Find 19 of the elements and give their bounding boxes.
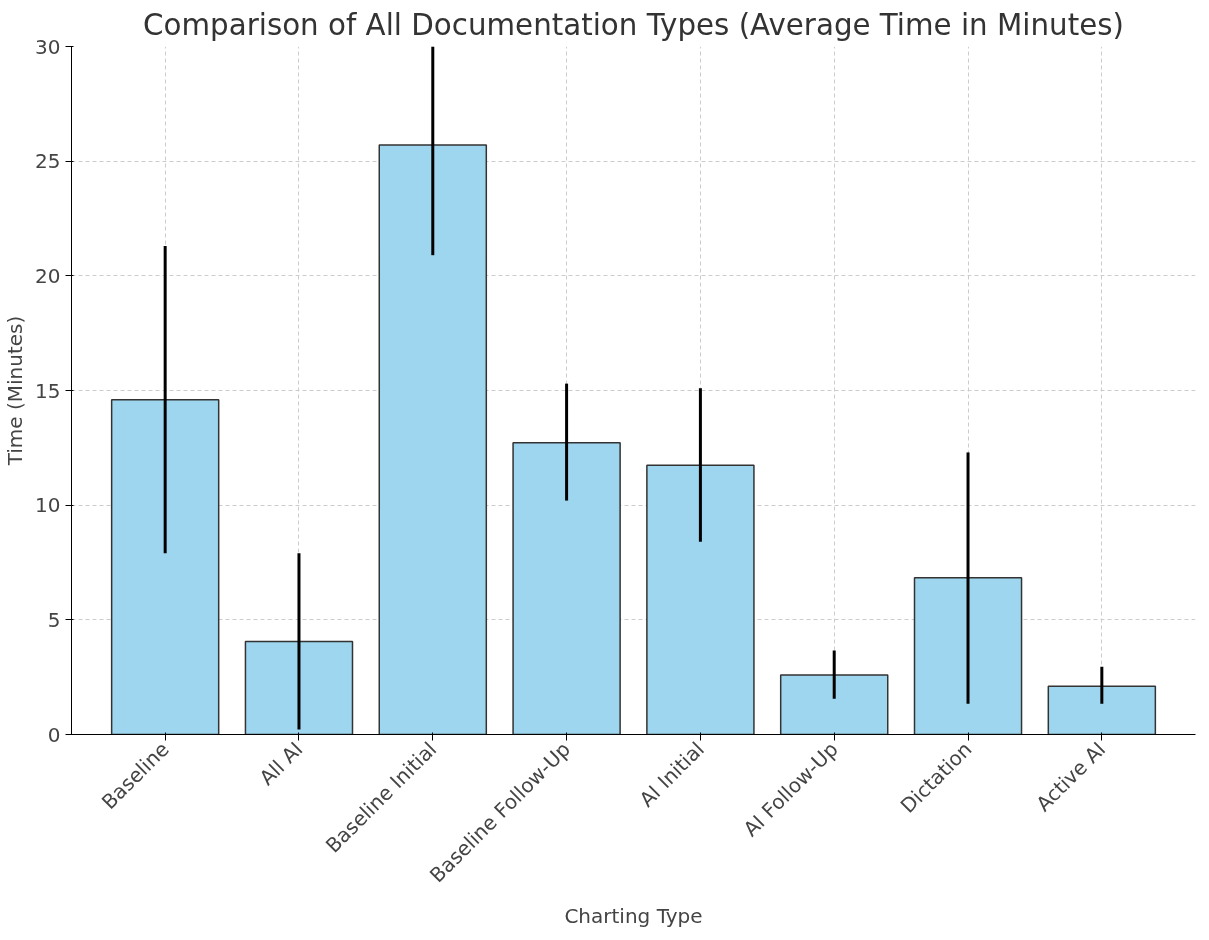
x-tick-label: All AI (254, 737, 308, 790)
y-tick-label: 30 (35, 34, 61, 59)
y-tick-label: 10 (35, 493, 61, 518)
bar (1047, 685, 1157, 735)
y-tick-label: 0 (47, 722, 61, 747)
y-tick-label: 25 (35, 149, 61, 174)
x-axis-title: Charting Type (564, 903, 703, 928)
y-tick-label: 15 (35, 378, 61, 403)
chart-title: Comparison of All Documentation Types (Average Time in Minutes) (143, 7, 1124, 42)
y-tick-label: 5 (47, 607, 61, 632)
bar (646, 464, 755, 735)
bar (512, 442, 621, 735)
bar (244, 640, 354, 735)
y-axis-title: Time (Minutes) (3, 315, 28, 467)
bar (378, 144, 488, 735)
bar (779, 674, 889, 735)
bar (913, 577, 1023, 735)
y-tick-label: 20 (35, 263, 61, 288)
bar (110, 398, 220, 735)
